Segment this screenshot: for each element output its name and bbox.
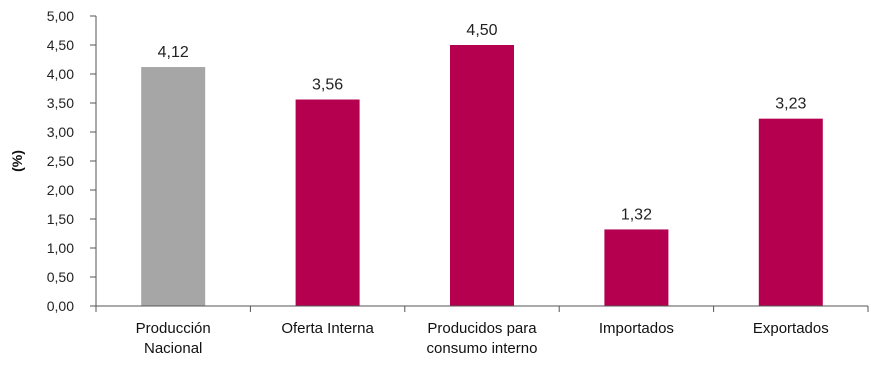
bar-value-label: 1,32 xyxy=(621,206,652,223)
y-tick-label: 0,50 xyxy=(47,269,74,285)
y-tick-label: 1,50 xyxy=(47,211,74,227)
data-labels: 4,12 3,56 4,50 1,32 3,23 xyxy=(158,22,807,223)
y-tick-label: 1,00 xyxy=(47,240,74,256)
x-category-label: consumo interno xyxy=(427,340,538,357)
bar-value-label: 4,12 xyxy=(158,44,189,61)
bar-value-label: 3,56 xyxy=(312,77,343,94)
axes xyxy=(95,16,869,312)
y-axis-ticks: 0,00 0,50 1,00 1,50 2,00 2,50 3,00 3,50 4,00 4,50… xyxy=(47,8,96,314)
y-tick-label: 2,00 xyxy=(47,182,74,198)
x-category-label: Producción xyxy=(136,320,211,337)
y-tick-label: 5,00 xyxy=(47,8,74,24)
y-tick-label: 3,00 xyxy=(47,124,74,140)
y-tick-label: 0,00 xyxy=(47,298,74,314)
bar-value-label: 4,50 xyxy=(466,22,497,39)
y-axis-label: (%) xyxy=(9,150,25,172)
y-tick-label: 4,00 xyxy=(47,66,74,82)
bar-value-label: 3,23 xyxy=(775,96,806,113)
bar xyxy=(604,229,669,306)
y-tick-label: 3,50 xyxy=(47,95,74,111)
y-tick-label: 4,50 xyxy=(47,37,74,53)
x-category-label: Producidos para xyxy=(427,320,537,337)
bar xyxy=(141,67,206,306)
bars xyxy=(141,45,823,307)
category-labels: Producción Nacional Oferta Interna Producid… xyxy=(136,320,829,357)
x-category-label: Exportados xyxy=(753,320,829,337)
x-category-label: Nacional xyxy=(144,340,202,357)
y-tick-label: 2,50 xyxy=(47,153,74,169)
bar xyxy=(450,45,514,306)
bar xyxy=(758,118,823,306)
x-category-label: Importados xyxy=(599,320,674,337)
x-category-label: Oferta Interna xyxy=(281,320,374,337)
bar xyxy=(295,99,360,307)
